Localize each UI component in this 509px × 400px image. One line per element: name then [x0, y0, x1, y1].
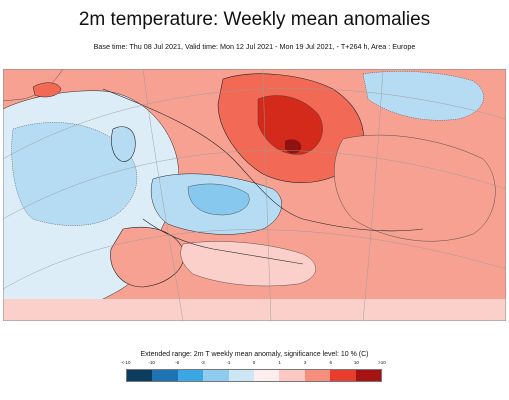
legend-swatch [177, 370, 204, 381]
map-canvas [3, 69, 506, 321]
map-frame [3, 69, 506, 321]
legend-swatch [152, 370, 178, 381]
legend-tick-label: 0 [252, 360, 256, 365]
legend-swatch [304, 370, 331, 381]
map-title: 2m temperature: Weekly mean anomalies [78, 9, 431, 30]
legend-tick-label: -6 [175, 360, 180, 365]
longitude-line [142, 69, 184, 321]
legend-tick-label: <-10 [121, 360, 131, 365]
north-africa-light-warm [3, 299, 506, 321]
legend-title: Extended range: 2m T weekly mean anomaly… [140, 351, 369, 358]
legend-swatch [279, 370, 305, 381]
legend-tick-label: -10 [148, 360, 155, 365]
latitude-line [3, 229, 506, 290]
eastern-warm [334, 134, 496, 242]
finland-hot [257, 95, 323, 155]
legend-tick-label: >10 [378, 360, 386, 365]
legend-tick-label: 10 [353, 360, 359, 365]
latitude-line [3, 150, 506, 220]
latitude-line [3, 88, 506, 160]
mediterranean-light-warm [180, 241, 316, 287]
legend-tick-label: 6 [329, 360, 333, 365]
legend-swatch [228, 370, 255, 381]
northern-russia-cold [362, 71, 484, 121]
legend-swatch [254, 370, 280, 381]
longitude-line [362, 69, 384, 321]
iceland-warm [32, 82, 62, 98]
legend-swatch [127, 370, 153, 381]
legend-swatch [203, 370, 229, 381]
mediterranean-coast [142, 218, 304, 265]
legend-swatch [355, 370, 382, 381]
legend-tick-label: -1 [226, 360, 231, 365]
legend-colorbar [126, 369, 382, 382]
alps-colder [187, 183, 250, 216]
legend-tick-label: -3 [200, 360, 205, 365]
legend-swatch [330, 370, 356, 381]
atlantic-colder-area [11, 122, 137, 226]
legend-tick-label: 3 [303, 360, 307, 365]
longitude-line [262, 69, 272, 321]
map-subtitle: Base time: Thu 08 Jul 2021, Valid time: … [93, 42, 416, 51]
coastline [102, 88, 424, 232]
uk-cold [111, 126, 136, 162]
legend-ticks: <-10 -10 -6 -3 -1 0 1 3 6 10 >10 [0, 360, 509, 368]
anomaly-map [3, 69, 506, 321]
hottest-core [285, 139, 302, 154]
legend-tick-label: 1 [278, 360, 281, 365]
